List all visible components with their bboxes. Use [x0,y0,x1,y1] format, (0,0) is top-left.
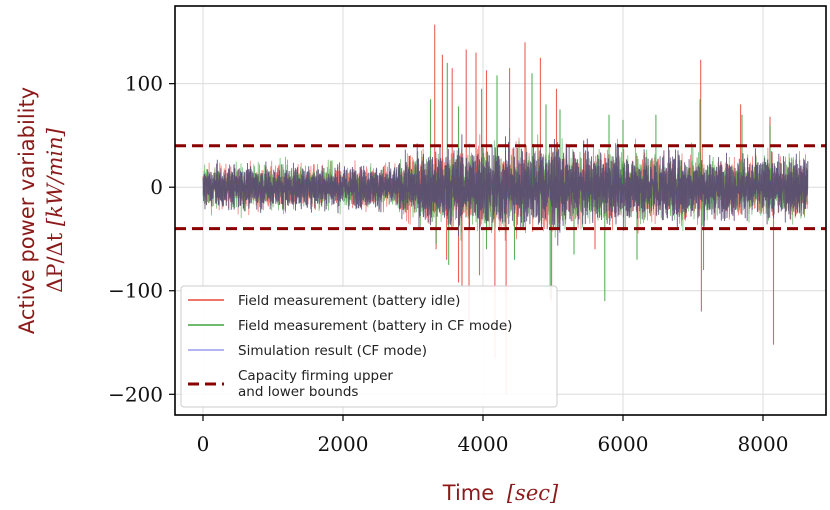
x-tick-label: 6000 [598,432,649,456]
series-simulation-cf-mode [202,134,809,246]
legend: Field measurement (battery idle) Field me… [180,285,558,408]
legend-label: Simulation result (CF mode) [238,343,427,359]
series-line [202,134,809,246]
legend-label: and lower bounds [238,384,358,400]
x-axis-title-text: Time [442,481,494,505]
y-tick-label: 100 [125,72,163,96]
capacity-firming-bounds [175,144,826,231]
y-tick-label: 0 [150,175,163,199]
y-axis-title-line2: ΔP/Δt [kW/min] [43,127,67,292]
legend-entry-simulation: Simulation result (CF mode) [188,343,427,359]
y-axis-title: Active power variability ΔP/Δt [kW/min] [15,87,67,334]
x-axis-title: Time [sec] [442,481,559,505]
x-axis-title-unit: [sec] [507,481,559,505]
x-axis-title: Time [sec] [442,481,559,505]
y-tick-label: −200 [108,382,163,406]
y-axis-title-unit: [kW/min] [43,127,67,226]
plot-frame [174,5,827,416]
series-layer [202,24,809,395]
legend-label: Field measurement (battery idle) [238,293,460,309]
y-axis-title-math: ΔP/Δt [43,232,67,293]
x-tick-label: 0 [197,432,210,456]
y-axis-title-line1: Active power variability [15,87,39,334]
x-tick-label: 8000 [738,432,789,456]
legend-box [180,285,558,408]
x-tick-label: 4000 [458,432,509,456]
legend-label: Capacity firming upper [238,368,393,384]
axis-ticks: 0 2000 4000 6000 8000 100 0 −100 −200 [108,72,788,456]
legend-entry-battery-cf-mode: Field measurement (battery in CF mode) [188,318,512,334]
x-tick-label: 2000 [318,432,369,456]
legend-entry-battery-idle: Field measurement (battery idle) [188,293,460,309]
y-tick-label: −100 [108,279,163,303]
legend-label: Field measurement (battery in CF mode) [238,318,512,334]
